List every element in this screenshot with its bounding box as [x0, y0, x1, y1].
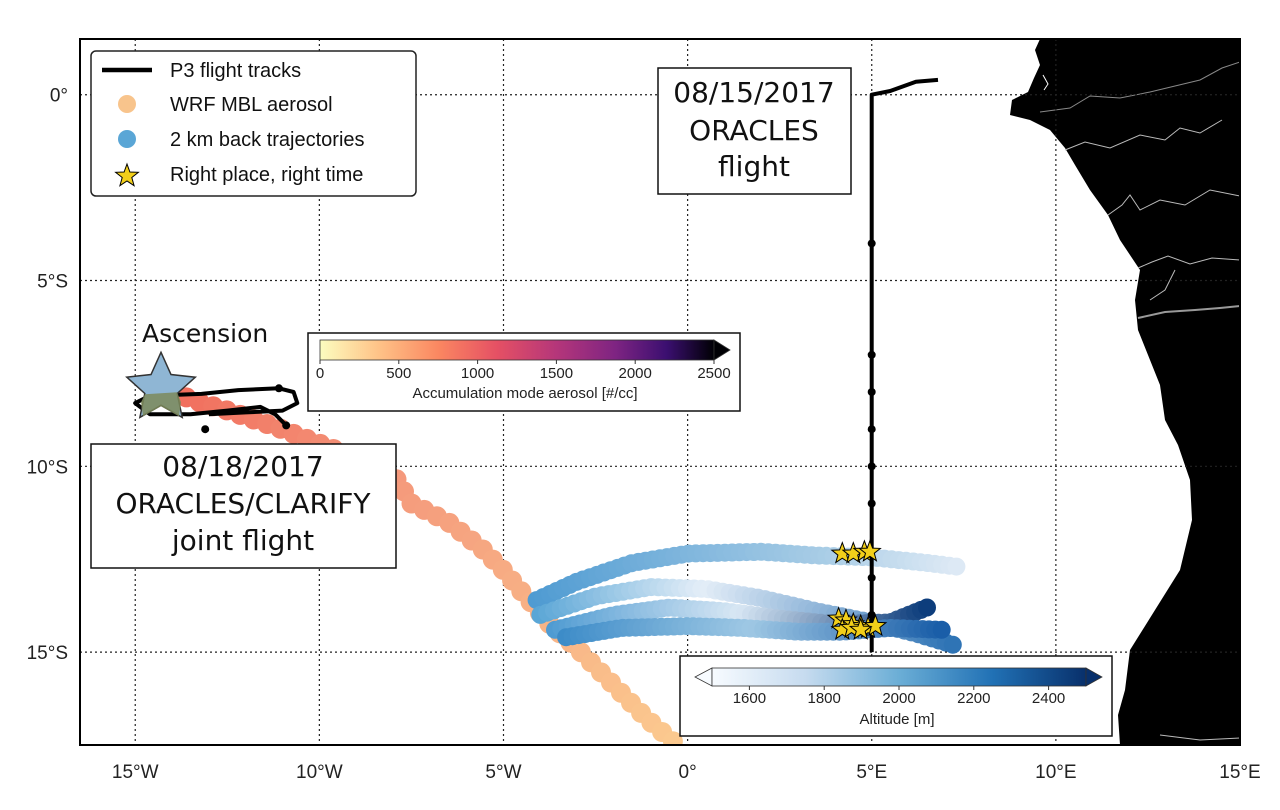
altitude-colorbar-extend-max-arrow: [1085, 667, 1103, 687]
aerosol-tick-label: 500: [386, 365, 411, 382]
flight-0818-box: [90, 443, 397, 569]
x-tick-label: 15°W: [112, 762, 159, 783]
altitude-tick-label: 2200: [957, 690, 990, 707]
y-tick-label: 10°S: [27, 457, 68, 478]
flight-track-line: [869, 77, 939, 653]
right-place-star-layer: [826, 539, 888, 640]
flight-0818-annotation: 08/18/2017 ORACLES/CLARIFY joint flight: [90, 443, 397, 569]
flight-track-marker: [867, 499, 876, 508]
aerosol-tick-label: 0: [316, 365, 324, 382]
flight-0815-line1: 08/15/2017: [673, 76, 834, 109]
x-tick-labels: 15°W 10°W 5°W 0° 5°E 10°E 15°E: [112, 762, 1261, 783]
x-tick-label: 10°W: [296, 762, 343, 783]
aerosol-colorbar: 0 500 1000 1500 2000 2500 Accumulation mode a…: [307, 332, 741, 412]
altitude-colorbar-label: Altitude [m]: [859, 711, 934, 728]
flight-0815-line2: ORACLES: [689, 114, 819, 147]
legend-star-icon: [114, 162, 140, 187]
legend-label-trajectories: 2 km back trajectories: [170, 129, 365, 151]
altitude-tick-label: 1800: [808, 690, 841, 707]
flight-track-marker: [867, 610, 876, 619]
flight-track-marker: [867, 462, 876, 471]
altitude-tick-label: 2400: [1032, 690, 1065, 707]
trajectory-point: [918, 598, 936, 617]
back-trajectory-layer: [527, 542, 966, 654]
flight-0815-line3: flight: [718, 150, 790, 183]
aerosol-colorbar-gradient: [319, 339, 715, 361]
flight-track-marker: [867, 573, 876, 582]
trajectory-point: [943, 635, 962, 654]
flight-track-marker: [201, 425, 210, 434]
aerosol-point: [662, 731, 683, 745]
altitude-tick-label: 2000: [882, 690, 915, 707]
flight-0818-line3: joint flight: [171, 524, 314, 557]
ascension-label: Ascension: [142, 319, 268, 348]
y-tick-label: 15°S: [27, 643, 68, 664]
aerosol-colorbar-extend-arrow: [713, 339, 731, 361]
flight-0818-line1: 08/18/2017: [162, 450, 323, 483]
y-tick-labels: 0° 5°S 10°S 15°S: [27, 86, 68, 664]
flight-track-marker: [867, 239, 876, 248]
legend: P3 flight tracks WRF MBL aerosol 2 km ba…: [90, 50, 417, 197]
aerosol-tick-label: 1500: [540, 365, 573, 382]
aerosol-tick-label: 2000: [619, 365, 652, 382]
flight-0815-annotation: 08/15/2017 ORACLES flight: [657, 67, 852, 195]
flight-track-marker: [282, 421, 291, 430]
legend-label-flight-tracks: P3 flight tracks: [170, 60, 301, 82]
y-tick-label: 0°: [50, 86, 68, 107]
x-tick-label: 10°E: [1035, 762, 1076, 783]
legend-label-aerosol: WRF MBL aerosol: [170, 94, 333, 116]
x-tick-label: 0°: [679, 762, 697, 783]
flight-track-marker: [867, 350, 876, 359]
aerosol-tick-label: 2500: [697, 365, 730, 382]
altitude-colorbar: 1600 1800 2000 2200 2400 Altitude [m]: [679, 655, 1113, 737]
legend-aerosol-swatch: [118, 95, 136, 113]
aerosol-colorbar-ticks: 0 500 1000 1500 2000 2500: [316, 360, 731, 382]
y-tick-label: 5°S: [37, 272, 68, 293]
legend-label-right-place: Right place, right time: [170, 164, 363, 186]
aerosol-colorbar-label: Accumulation mode aerosol [#/cc]: [412, 385, 637, 402]
altitude-colorbar-gradient: [711, 667, 1087, 687]
legend-trajectory-swatch: [118, 130, 136, 148]
trajectory-point: [947, 557, 966, 576]
x-tick-label: 5°E: [856, 762, 887, 783]
altitude-tick-label: 1600: [733, 690, 766, 707]
flight-track-marker: [867, 425, 876, 434]
x-tick-label: 15°E: [1219, 762, 1260, 783]
aerosol-tick-label: 1000: [461, 365, 494, 382]
plot-frame: [79, 38, 1241, 746]
africa-landmass: [1010, 39, 1240, 745]
ascension-photo-star-icon: [125, 350, 198, 419]
flight-track-marker: [274, 384, 283, 393]
flight-0818-line2: ORACLES/CLARIFY: [116, 487, 372, 520]
right-place-star: [848, 617, 873, 640]
flight-track-marker: [867, 388, 876, 396]
right-place-star: [858, 539, 882, 562]
legend-box: [90, 50, 417, 197]
trajectory-point: [932, 620, 951, 639]
right-place-star: [863, 613, 888, 637]
flight-0815-box: [657, 67, 852, 195]
x-tick-label: 5°W: [485, 762, 521, 783]
altitude-colorbar-ticks: 1600 1800 2000 2200 2400: [733, 686, 1065, 707]
